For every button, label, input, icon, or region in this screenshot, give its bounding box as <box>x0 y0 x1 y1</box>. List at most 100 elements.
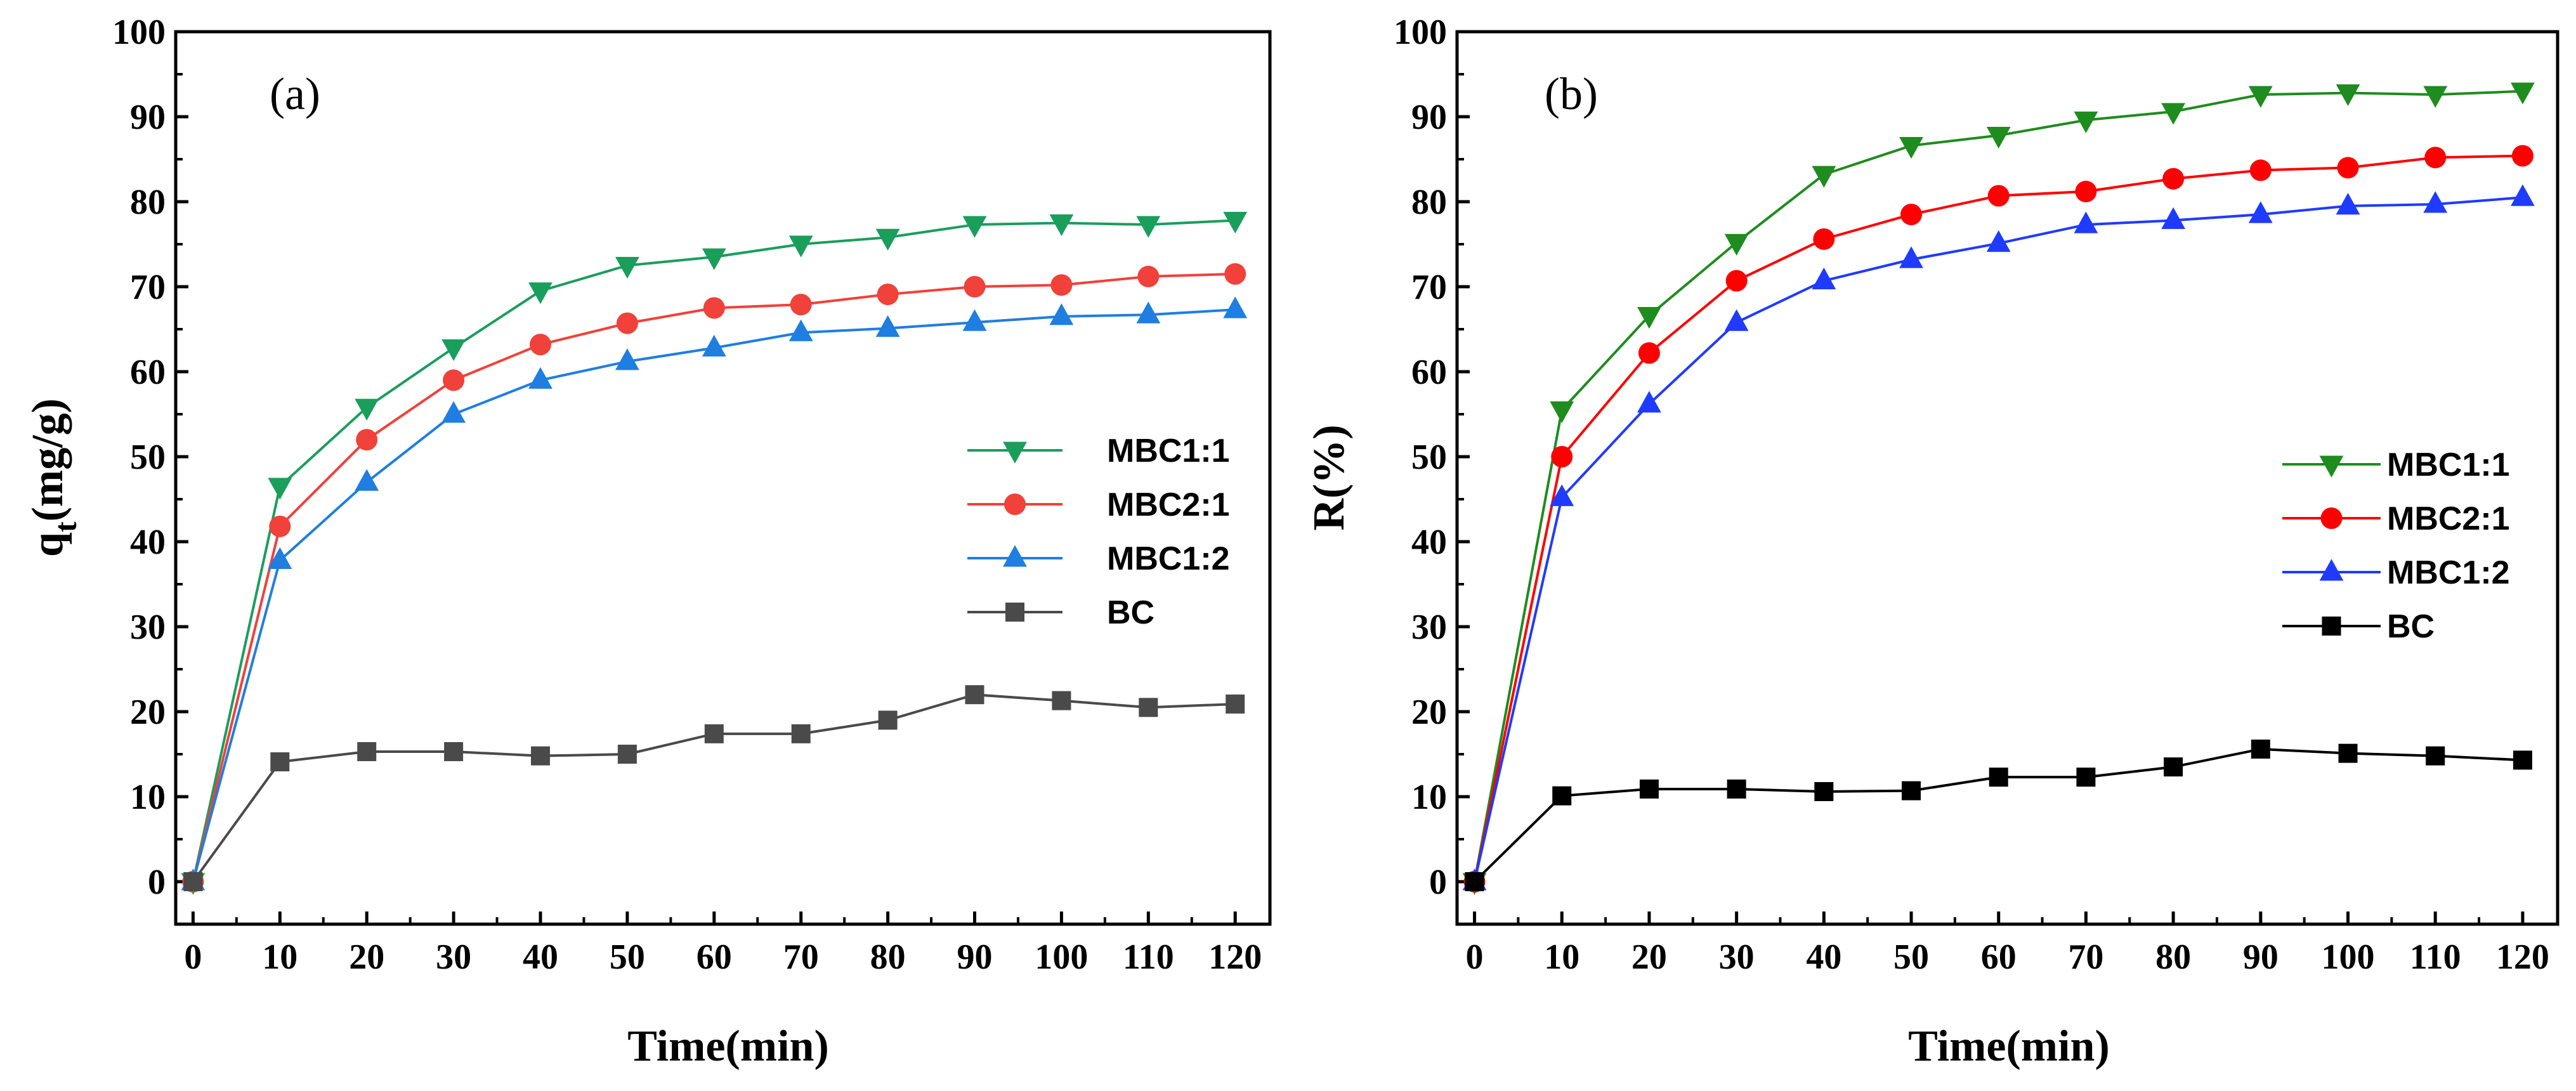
data-point-mbc1-1 <box>441 339 466 362</box>
x-tick-label: 0 <box>184 937 202 977</box>
series-mbc2-1 <box>182 263 1246 892</box>
data-point-mbc1-1 <box>528 282 552 304</box>
data-point-mbc1-1 <box>615 257 639 279</box>
data-point-mbc2-1 <box>1987 185 2010 207</box>
data-point-mbc2-1 <box>2424 147 2447 169</box>
x-tick-label: 70 <box>783 937 819 977</box>
x-tick-label: 70 <box>2068 937 2103 977</box>
data-point-bc <box>2076 768 2096 787</box>
data-point-bc <box>1989 768 2008 787</box>
data-point-mbc1-1 <box>1899 137 1923 159</box>
data-point-mbc1-1 <box>2074 111 2098 134</box>
axis-ticks-group <box>176 30 1237 924</box>
data-point-mbc1-2 <box>1136 301 1161 323</box>
y-tick-label: 0 <box>148 863 166 902</box>
y-tick-label: 20 <box>130 693 166 732</box>
data-point-mbc1-1 <box>702 248 726 270</box>
legend-item-mbc1-1: MBC1:1 <box>967 433 1230 469</box>
y-tick-label: 40 <box>130 523 166 562</box>
data-point-mbc1-2 <box>1812 267 1836 290</box>
x-axis-title: Time(min) <box>627 1022 829 1071</box>
panel-label: (b) <box>1545 69 1598 119</box>
x-axis-title: Time(min) <box>1908 1022 2110 1071</box>
x-tick-label: 110 <box>2410 937 2461 977</box>
legend-label: BC <box>2387 608 2435 645</box>
y-tick-label: 80 <box>130 183 166 222</box>
y-axis-title: R(%) <box>1305 424 1354 530</box>
data-point-mbc1-2 <box>441 401 466 423</box>
y-axis-title-main: q <box>23 532 72 557</box>
chart-panel-a: 0 10 20 30 40 50 60 70 80 90 100 0 10 20 30 40 50 60 70 80… <box>23 13 1272 1071</box>
y-tick-labels: 0 10 20 30 40 50 60 70 80 90 100 <box>1394 13 1447 902</box>
data-point-bc <box>270 752 290 772</box>
data-point-mbc2-1 <box>1725 270 1748 292</box>
x-tick-label: 60 <box>696 937 732 977</box>
legend-item-mbc1-2: MBC1:2 <box>967 540 1230 577</box>
data-point-mbc1-2 <box>702 334 726 356</box>
data-point-mbc1-1 <box>355 398 379 421</box>
data-point-mbc1-1 <box>1223 211 1248 234</box>
y-tick-label: 10 <box>130 778 166 817</box>
data-point-mbc1-2 <box>962 309 987 331</box>
data-point-mbc2-1 <box>2337 157 2359 179</box>
data-point-bc <box>965 685 984 705</box>
x-tick-label: 50 <box>610 937 645 977</box>
legend-item-bc: BC <box>2282 608 2435 645</box>
data-point-mbc1-2 <box>2161 207 2186 229</box>
y-tick-label: 80 <box>1411 183 1447 222</box>
legend-label: BC <box>1107 594 1154 631</box>
legend-item-mbc2-1: MBC2:1 <box>967 487 1230 523</box>
data-point-mbc2-1 <box>1050 274 1073 296</box>
x-tick-label: 0 <box>1466 937 1484 977</box>
data-point-mbc1-1 <box>1812 166 1836 188</box>
data-point-mbc2-1 <box>1638 342 1660 364</box>
legend-label: MBC1:1 <box>2387 447 2510 483</box>
y-tick-label: 10 <box>1411 778 1447 817</box>
legend-label: MBC1:2 <box>2387 554 2510 591</box>
legend-marker <box>2322 617 2341 636</box>
data-point-mbc2-1 <box>2075 180 2097 202</box>
legend-label: MBC1:1 <box>1107 433 1230 469</box>
y-tick-label: 0 <box>1429 863 1447 902</box>
data-point-mbc1-1 <box>2248 86 2273 108</box>
data-point-mbc2-1 <box>1900 204 1923 226</box>
data-point-mbc1-1 <box>788 235 813 258</box>
legend-marker <box>2319 455 2344 478</box>
x-tick-label: 100 <box>1035 937 1088 977</box>
y-tick-label: 90 <box>1411 98 1447 137</box>
x-tick-labels: 0 10 20 30 40 50 60 70 80 90 100 110 120 <box>1466 937 2549 977</box>
x-tick-label: 80 <box>870 937 906 977</box>
data-point-mbc1-1 <box>2511 82 2535 105</box>
data-point-mbc2-1 <box>790 294 812 316</box>
y-tick-label: 90 <box>130 98 166 137</box>
data-point-bc <box>617 745 637 764</box>
x-tick-label: 30 <box>1719 937 1755 977</box>
data-point-mbc1-1 <box>1637 307 1661 329</box>
y-tick-label: 60 <box>130 353 166 392</box>
y-axis-title: qt(mg/g) <box>23 398 83 557</box>
data-point-mbc1-1 <box>1049 214 1074 237</box>
x-tick-label: 10 <box>262 937 297 977</box>
y-tick-labels: 0 10 20 30 40 50 60 70 80 90 100 <box>112 13 166 902</box>
legend-marker <box>2320 507 2343 529</box>
panel-label: (a) <box>270 69 320 119</box>
data-point-mbc2-1 <box>2249 159 2272 181</box>
data-point-bc <box>1139 698 1158 717</box>
data-point-mbc1-2 <box>2248 201 2273 223</box>
legend-item-mbc2-1: MBC2:1 <box>2282 500 2510 537</box>
data-point-mbc1-2 <box>788 319 813 341</box>
series-mbc1-1 <box>181 211 1248 895</box>
x-tick-label: 50 <box>1893 937 1929 977</box>
legend-marker <box>1005 603 1024 622</box>
data-point-mbc2-1 <box>964 276 986 297</box>
data-point-mbc1-1 <box>1986 126 2011 149</box>
data-point-mbc2-1 <box>1137 265 1160 287</box>
x-tick-labels: 0 10 20 30 40 50 60 70 80 90 100 110 120 <box>184 937 1262 977</box>
data-point-mbc1-1 <box>2161 103 2186 125</box>
x-tick-label: 100 <box>2322 937 2375 977</box>
y-tick-label: 60 <box>1411 353 1447 392</box>
data-point-mbc2-1 <box>530 334 551 356</box>
data-point-bc <box>531 746 550 766</box>
data-point-mbc1-1 <box>962 216 987 238</box>
